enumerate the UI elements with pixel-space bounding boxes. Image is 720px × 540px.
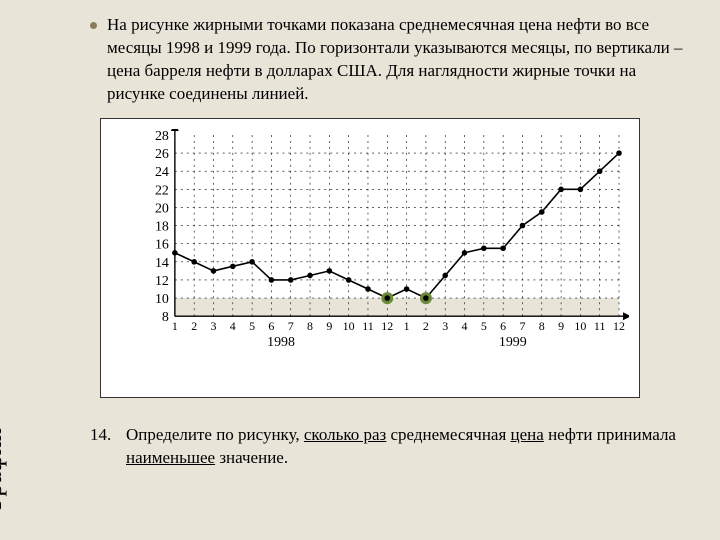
bullet-icon [90,22,97,29]
svg-text:12: 12 [613,319,625,333]
chart-description: На рисунке жирными точками показана сред… [107,14,690,106]
svg-text:11: 11 [594,319,606,333]
svg-text:9: 9 [326,319,332,333]
svg-text:10: 10 [343,319,355,333]
svg-text:4: 4 [462,319,468,333]
question-block: 14. Определите по рисунку, сколько раз с… [90,424,690,470]
svg-text:4: 4 [230,319,236,333]
svg-text:26: 26 [155,147,169,162]
svg-text:3: 3 [211,319,217,333]
svg-text:5: 5 [249,319,255,333]
svg-text:16: 16 [155,237,169,252]
description-block: На рисунке жирными точками показана сред… [90,14,690,106]
side-label: График [0,429,8,510]
svg-text:24: 24 [155,165,169,180]
svg-text:12: 12 [381,319,393,333]
svg-text:6: 6 [500,319,506,333]
svg-text:6: 6 [268,319,274,333]
svg-text:10: 10 [574,319,586,333]
svg-text:10: 10 [155,292,169,307]
svg-text:7: 7 [288,319,294,333]
svg-text:2: 2 [423,319,429,333]
svg-text:12: 12 [155,274,169,289]
svg-text:8: 8 [307,319,313,333]
oil-price-chart: 8101214161820222426281234567891011121234… [143,129,629,358]
svg-text:8: 8 [162,310,169,325]
svg-text:18: 18 [155,219,169,234]
svg-text:1998: 1998 [267,335,295,350]
chart-container: 8101214161820222426281234567891011121234… [100,118,640,398]
svg-text:5: 5 [481,319,487,333]
svg-text:20: 20 [155,201,169,216]
svg-text:28: 28 [155,129,169,144]
svg-text:11: 11 [362,319,374,333]
question-number: 14. [90,424,112,470]
svg-text:22: 22 [155,183,169,198]
svg-text:9: 9 [558,319,564,333]
question-text: Определите по рисунку, сколько раз средн… [126,424,690,470]
svg-text:7: 7 [519,319,525,333]
svg-text:2: 2 [191,319,197,333]
svg-text:1999: 1999 [499,335,527,350]
svg-text:8: 8 [539,319,545,333]
svg-text:1: 1 [404,319,410,333]
svg-text:14: 14 [155,256,169,271]
svg-text:3: 3 [442,319,448,333]
svg-text:1: 1 [172,319,178,333]
